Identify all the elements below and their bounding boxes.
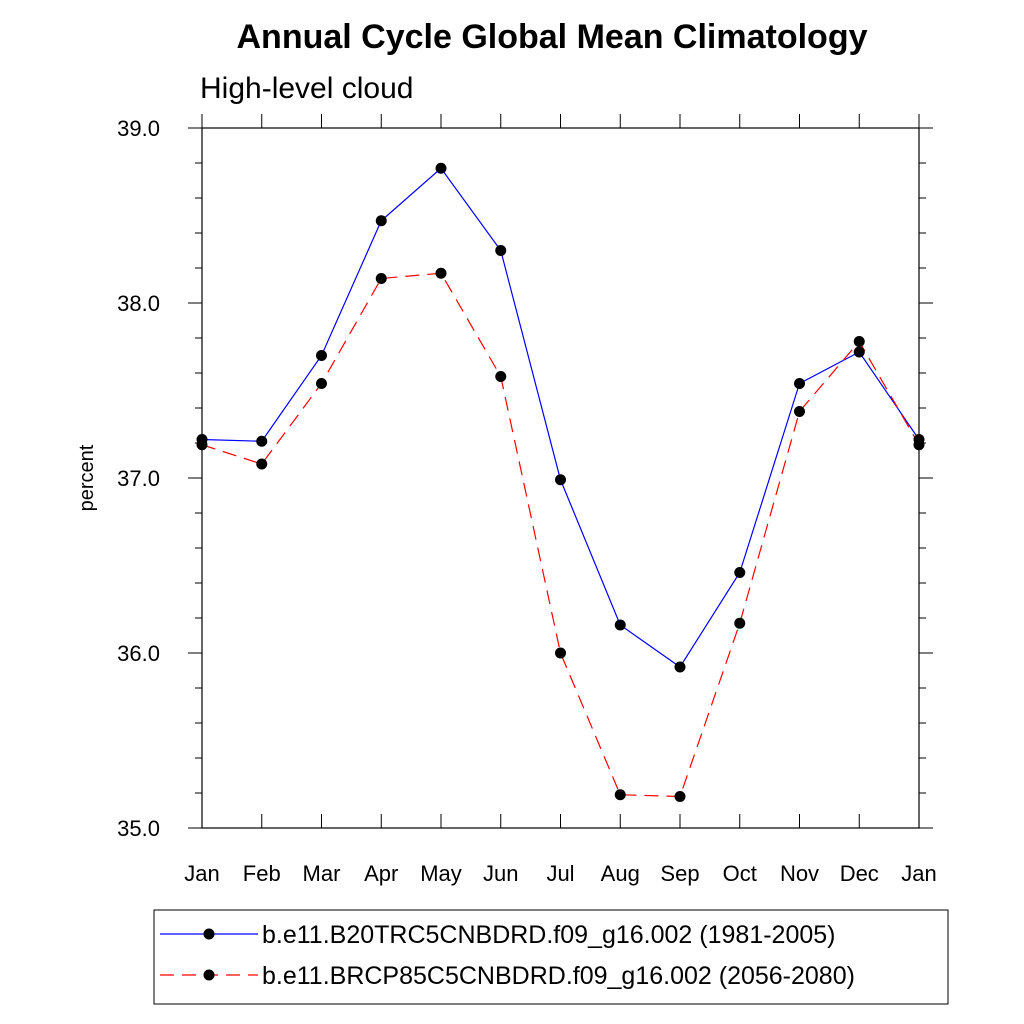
x-tick-label: Oct — [723, 861, 757, 886]
data-point-series-1 — [734, 617, 746, 629]
y-tick-label: 39.0 — [117, 116, 160, 141]
y-tick-label: 35.0 — [117, 816, 160, 841]
x-tick-labels: Jan Feb Mar Apr May Jun Jul Aug Sep Oct Nov Dec Jan — [184, 861, 936, 886]
data-point-series-0 — [853, 346, 865, 358]
x-tick-label: Nov — [780, 861, 819, 886]
data-point-series-0 — [316, 350, 327, 361]
chart-subtitle: High-level cloud — [200, 72, 413, 105]
y-tick-label: 36.0 — [117, 641, 160, 666]
legend-label-series-1: b.e11.BRCP85C5CNBDRD.f09_g16.002 (2056-2… — [262, 962, 855, 990]
data-point-series-0 — [734, 567, 746, 578]
chart-title: Annual Cycle Global Mean Climatology — [237, 18, 868, 56]
legend-marker-series-0 — [203, 928, 215, 940]
data-point-series-0 — [256, 435, 268, 447]
data-point-series-0 — [674, 661, 686, 673]
y-axis-label: percent — [76, 444, 98, 511]
y-tick-labels: 35.0 36.0 37.0 38.0 39.0 — [117, 116, 160, 841]
x-tick-label: Apr — [364, 861, 398, 886]
data-point-series-1 — [256, 458, 268, 470]
data-point-series-1 — [316, 378, 327, 389]
x-tick-label: Feb — [243, 861, 281, 886]
x-tick-label: Jun — [483, 861, 518, 886]
data-point-series-1 — [614, 789, 626, 801]
data-point-series-1 — [555, 647, 566, 659]
data-point-series-1 — [375, 273, 387, 284]
data-point-series-1 — [674, 791, 686, 802]
data-point-series-0 — [614, 619, 626, 631]
axis-ticks — [188, 114, 933, 829]
data-point-series-1 — [853, 336, 865, 347]
data-point-series-1 — [435, 267, 447, 279]
x-tick-label: Dec — [840, 861, 879, 886]
x-tick-label: Jan — [184, 861, 219, 886]
series-line-0 — [201, 167, 920, 668]
legend-box — [153, 909, 949, 1005]
data-point-series-0 — [375, 215, 387, 227]
x-tick-label: Jan — [901, 861, 936, 886]
series-layer — [196, 162, 925, 802]
legend-label-series-0: b.e11.B20TRC5CNBDRD.f09_g16.002 (1981-20… — [262, 921, 836, 949]
data-point-series-1 — [794, 406, 805, 417]
y-tick-label: 37.0 — [117, 466, 160, 491]
data-point-series-1 — [913, 439, 925, 451]
x-tick-label: Aug — [601, 861, 640, 886]
data-point-series-1 — [196, 439, 208, 451]
x-tick-label: May — [420, 861, 462, 886]
x-tick-label: Sep — [660, 861, 699, 886]
y-tick-label: 38.0 — [117, 291, 160, 316]
data-point-series-0 — [495, 245, 507, 256]
x-tick-label: Jul — [546, 861, 574, 886]
legend-marker-series-1 — [203, 969, 215, 981]
data-point-series-0 — [555, 474, 566, 486]
legend: b.e11.B20TRC5CNBDRD.f09_g16.002 (1981-20… — [153, 909, 949, 1005]
data-point-series-0 — [435, 162, 447, 174]
data-point-series-0 — [794, 378, 805, 389]
series-line-1 — [201, 272, 920, 798]
x-tick-label: Mar — [303, 861, 341, 886]
data-point-series-1 — [495, 371, 507, 382]
